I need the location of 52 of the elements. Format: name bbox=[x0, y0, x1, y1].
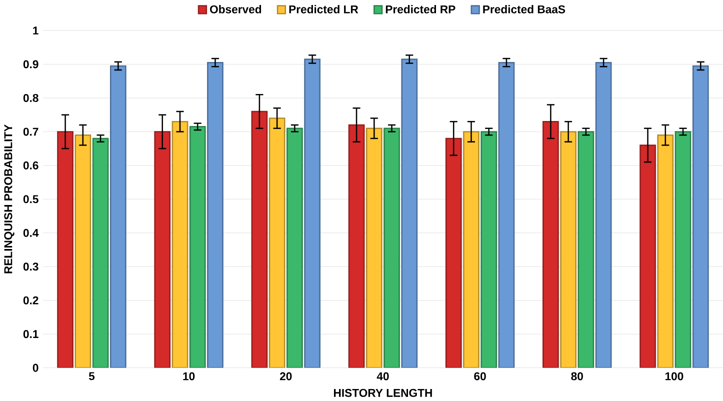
bar bbox=[172, 120, 188, 368]
x-tick-label: 20 bbox=[280, 372, 292, 380]
bar bbox=[304, 58, 320, 368]
bar bbox=[401, 58, 418, 368]
y-tick-label: 0.3 bbox=[23, 262, 38, 271]
bar bbox=[498, 62, 515, 368]
x-tick-label: 60 bbox=[474, 372, 486, 380]
y-tick-label: 0.7 bbox=[23, 128, 38, 136]
bar bbox=[445, 138, 462, 368]
y-tick-label: 0.1 bbox=[23, 330, 38, 338]
bar bbox=[154, 131, 171, 368]
y-tick-label: 0.9 bbox=[23, 60, 38, 68]
bar bbox=[657, 134, 674, 368]
bar bbox=[348, 124, 365, 368]
bar bbox=[251, 110, 268, 368]
bar bbox=[578, 131, 594, 368]
y-tick-label: 1 bbox=[33, 26, 38, 34]
x-tick-label: 100 bbox=[665, 372, 684, 380]
bar bbox=[463, 131, 480, 368]
bar bbox=[74, 134, 92, 368]
bar bbox=[207, 62, 224, 368]
legend-label: Observed bbox=[210, 4, 262, 14]
x-tick-label: 40 bbox=[376, 372, 389, 380]
bar bbox=[692, 65, 709, 368]
bar bbox=[384, 128, 400, 368]
legend-label: Predicted BaaS bbox=[483, 4, 566, 14]
bar bbox=[286, 128, 303, 368]
bar bbox=[110, 65, 126, 368]
bar bbox=[542, 120, 559, 368]
y-tick-label: 0.2 bbox=[23, 296, 38, 304]
bar bbox=[92, 138, 109, 368]
bar bbox=[268, 118, 286, 368]
x-tick-label: 80 bbox=[571, 372, 583, 380]
bar bbox=[640, 144, 656, 368]
legend-label: Predicted RP bbox=[386, 4, 456, 14]
bar bbox=[595, 62, 612, 368]
y-tick-label: 0.8 bbox=[23, 94, 38, 102]
y-tick-label: 0.5 bbox=[23, 195, 38, 204]
x-tick-label: 5 bbox=[88, 372, 95, 380]
bar bbox=[189, 126, 206, 368]
y-tick-label: 0.6 bbox=[23, 161, 38, 170]
x-tick-label: 10 bbox=[183, 372, 195, 380]
x-axis-title: HISTORY LENGTH bbox=[334, 388, 432, 397]
y-axis-title: RELINQUISH PROBABILITY bbox=[4, 124, 14, 274]
bar bbox=[674, 131, 692, 368]
bar bbox=[560, 131, 576, 368]
y-tick-label: 0.4 bbox=[23, 228, 39, 237]
y-tick-label: 0 bbox=[32, 364, 38, 372]
bar bbox=[480, 131, 498, 368]
bar bbox=[366, 128, 382, 368]
bar bbox=[57, 131, 74, 368]
legend-label: Predicted LR bbox=[289, 4, 358, 14]
